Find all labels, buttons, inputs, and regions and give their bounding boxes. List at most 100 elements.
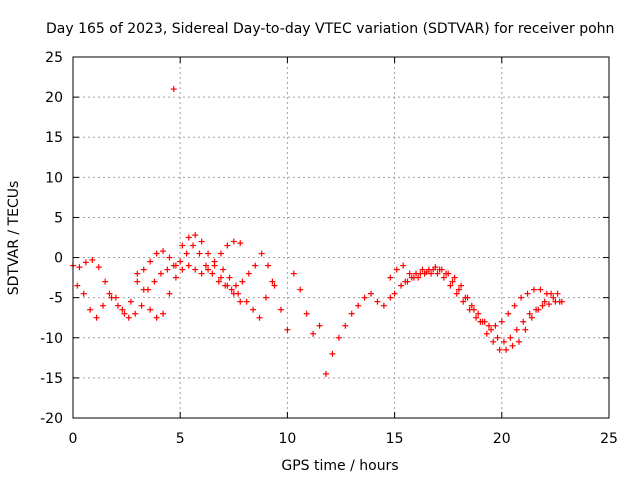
data-point [483, 330, 490, 337]
data-point [106, 290, 113, 297]
data-point [95, 264, 102, 271]
data-point [488, 326, 495, 333]
data-point [217, 274, 224, 281]
y-tick-label: -10 [40, 331, 63, 347]
data-point [153, 250, 160, 257]
data-point [533, 306, 540, 313]
data-point [522, 326, 529, 333]
x-axis-label: GPS time / hours [281, 458, 398, 474]
data-point [170, 86, 177, 93]
data-point [271, 282, 278, 289]
data-point [284, 326, 291, 333]
data-point [93, 314, 100, 321]
data-point [303, 310, 310, 317]
data-point [258, 250, 265, 257]
data-point [524, 290, 531, 297]
x-tick-label: 10 [278, 431, 296, 447]
plot-frame [72, 56, 610, 419]
data-point [205, 250, 212, 257]
data-point [121, 310, 128, 317]
data-point [134, 278, 141, 285]
data-point [458, 282, 465, 289]
data-point [374, 298, 381, 305]
data-point [380, 302, 387, 309]
data-point [449, 278, 456, 285]
data-point [87, 306, 94, 313]
data-point [451, 274, 458, 281]
data-point [505, 310, 512, 317]
data-point [509, 342, 516, 349]
data-point [402, 278, 409, 285]
data-point [89, 256, 96, 263]
data-point [138, 302, 145, 309]
data-point [217, 250, 224, 257]
data-point [492, 322, 499, 329]
data-point [269, 278, 276, 285]
data-point [406, 270, 413, 277]
data-point [530, 286, 537, 293]
data-point [436, 266, 443, 273]
data-point [160, 310, 167, 317]
data-point [387, 294, 394, 301]
data-point [545, 301, 552, 308]
data-point [415, 274, 422, 281]
data-point [185, 234, 192, 241]
y-tick-label: 15 [45, 130, 63, 146]
x-tick-label: 0 [69, 431, 78, 447]
data-point [528, 314, 535, 321]
data-point [485, 322, 492, 329]
data-point [102, 278, 109, 285]
data-point [215, 278, 222, 285]
data-point [368, 290, 375, 297]
data-point [335, 334, 342, 341]
data-point [455, 286, 462, 293]
data-point [462, 294, 469, 301]
y-axis-label: SDTVAR / TECUs [6, 181, 22, 296]
data-point [453, 290, 460, 297]
data-point [220, 266, 227, 273]
data-point [265, 262, 272, 269]
data-point [196, 250, 203, 257]
data-point [419, 266, 426, 273]
data-point [543, 290, 550, 297]
data-point [115, 302, 122, 309]
y-tick-label: 0 [54, 251, 63, 267]
data-point [513, 326, 520, 333]
data-point [479, 318, 486, 325]
data-point [537, 286, 544, 293]
data-point [503, 346, 510, 353]
data-point [119, 306, 126, 313]
data-point [554, 290, 561, 297]
data-point [166, 254, 173, 261]
data-point [507, 334, 514, 341]
data-point [127, 298, 134, 305]
data-point [393, 266, 400, 273]
data-point [361, 294, 368, 301]
y-tick-label: -5 [49, 291, 63, 307]
data-point [230, 238, 237, 245]
data-point [140, 266, 147, 273]
data-point [250, 306, 257, 313]
data-point [515, 338, 522, 345]
data-point [428, 270, 435, 277]
data-point [147, 258, 154, 265]
data-point [391, 290, 398, 297]
data-point [151, 278, 158, 285]
y-tick-label: -20 [40, 411, 63, 427]
data-point [179, 266, 186, 273]
data-point [140, 286, 147, 293]
data-point [473, 314, 480, 321]
data-point [237, 240, 244, 247]
data-point [355, 302, 362, 309]
tick-labels: 0 5 10 15 20 25 25 20 15 10 5 0 -5 -10 -15 -20 [40, 50, 618, 447]
data-point [147, 306, 154, 313]
data-point [447, 282, 454, 289]
data-point [498, 318, 505, 325]
data-point [526, 310, 533, 317]
data-point [408, 274, 415, 281]
data-point [192, 266, 199, 273]
data-point [160, 248, 167, 255]
data-point [556, 298, 563, 305]
